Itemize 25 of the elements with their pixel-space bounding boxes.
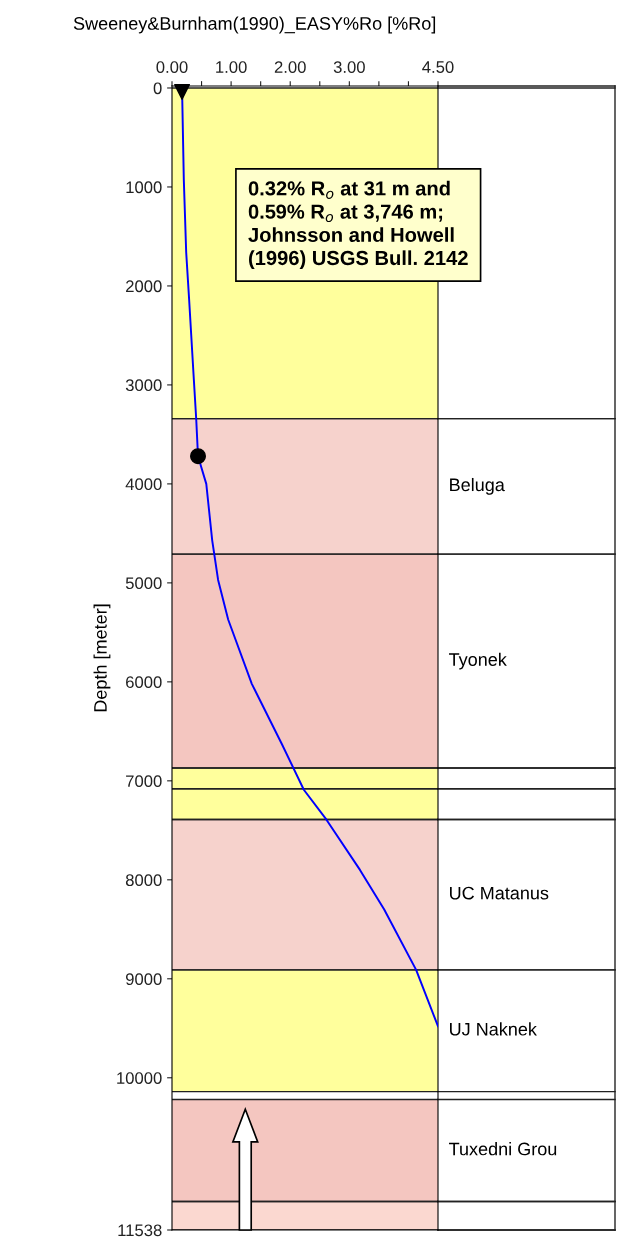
band-label: Beluga <box>450 477 505 495</box>
y-tick-label: 4000 <box>125 478 162 491</box>
y-tick-label: 2000 <box>126 280 162 293</box>
x-tick-label: 3.00 <box>333 61 365 73</box>
x-tick-label: 1.00 <box>216 61 247 73</box>
x-tick-label: 0.00 <box>156 61 188 73</box>
y-tick-label: 0 <box>153 82 162 95</box>
y-tick-label: 9000 <box>125 973 162 985</box>
y-tick-label: 11538 <box>118 1224 162 1237</box>
y-tick-label: 8000 <box>125 874 162 887</box>
band-label: UJ Naknek <box>450 1022 537 1036</box>
y-tick-label: 1000 <box>126 181 162 194</box>
band-label: Tuxedni Grou <box>449 1142 557 1156</box>
y-tick-label: 10000 <box>117 1072 162 1084</box>
x-tick-label: 4.50 <box>422 61 454 73</box>
y-axis-title: Depth [meter] <box>93 604 111 712</box>
band-label: Tyonek <box>449 652 507 670</box>
y-tick-label: 6000 <box>126 676 162 689</box>
y-tick-label: 3000 <box>125 379 162 392</box>
y-tick-label: 5000 <box>125 577 162 590</box>
band-label: UC Matanus <box>450 886 549 900</box>
annotation: 0.32% R$_{o}$ at 31 m and 0.59% R$_{o}$ at 3,746 m; Johnsson and Howell (1996) USGS Bull. 2142 <box>248 180 468 270</box>
chart-title: Sweeney&Burnham(1990)_EASY%Ro [%Ro] <box>73 16 436 34</box>
x-tick-label: 2.00 <box>274 61 306 73</box>
y-tick-label: 7000 <box>126 775 162 788</box>
